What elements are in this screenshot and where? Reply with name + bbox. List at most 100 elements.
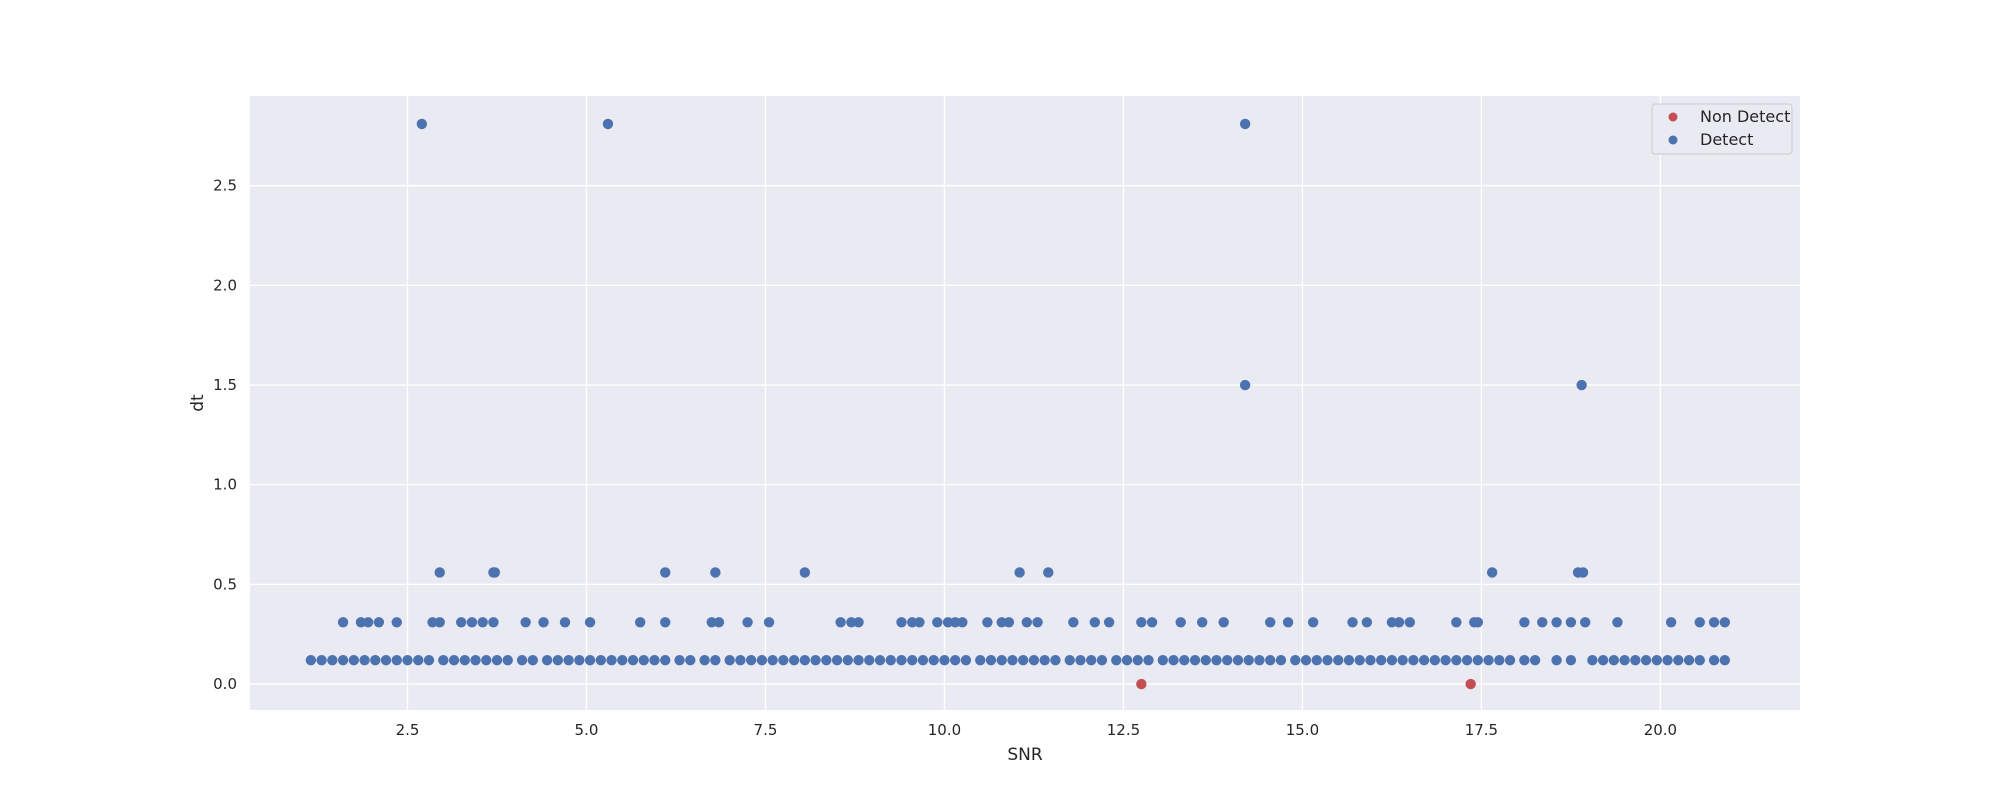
point-detect [1651, 654, 1663, 666]
point-detect [362, 617, 374, 628]
point-detect [327, 654, 338, 666]
point-detect [456, 617, 467, 628]
point-detect [391, 654, 402, 666]
point-detect [466, 617, 478, 628]
point-detect [434, 567, 445, 578]
point-detect [477, 617, 488, 628]
point-detect [1551, 654, 1562, 666]
point-detect [1300, 654, 1312, 666]
point-detect [1343, 654, 1355, 666]
point-detect [853, 654, 864, 666]
point-detect [1576, 379, 1587, 391]
point-detect [1418, 654, 1430, 666]
point-detect [1673, 654, 1684, 666]
point-detect [1486, 567, 1498, 578]
point-detect [1096, 654, 1108, 666]
point-detect [710, 567, 721, 578]
point-detect [778, 654, 789, 666]
point-detect [835, 617, 846, 628]
point-detect [1265, 617, 1276, 628]
point-detect [1683, 654, 1695, 666]
point-detect [1537, 617, 1548, 628]
x-tick-labels: 2.5 5.0 7.5 10.0 12.5 15.0 17.5 20.0 [396, 721, 1678, 739]
point-detect [416, 118, 428, 130]
point-detect [932, 617, 943, 628]
point-detect [942, 617, 954, 628]
point-detect [627, 654, 639, 666]
point-detect [1064, 654, 1075, 666]
point-detect [538, 617, 549, 628]
point-detect [448, 654, 460, 666]
point-detect [821, 654, 832, 666]
point-detect [1168, 654, 1179, 666]
legend-label-detect: Detect [1700, 130, 1753, 149]
point-detect [742, 617, 753, 628]
point-detect [1003, 617, 1015, 628]
point-detect [713, 617, 725, 628]
point-detect [1397, 654, 1408, 666]
point-detect [1254, 654, 1265, 666]
point-detect [710, 654, 721, 666]
point-detect [1708, 617, 1720, 628]
point-detect [1393, 617, 1405, 628]
x-tick-label: 5.0 [575, 721, 599, 739]
point-detect [1619, 654, 1630, 666]
point-detect [1146, 617, 1158, 628]
x-tick-label: 12.5 [1107, 721, 1140, 739]
point-detect [1032, 617, 1043, 628]
point-detect [1307, 617, 1319, 628]
point-detect [799, 567, 811, 578]
point-detect [584, 654, 596, 666]
point-detect [1290, 654, 1301, 666]
grid-lines [250, 96, 1800, 710]
point-detect [907, 617, 918, 628]
point-detect [391, 617, 402, 628]
point-detect [559, 617, 571, 628]
point-detect [982, 617, 993, 628]
point-detect [1719, 654, 1731, 666]
point-detect [552, 654, 564, 666]
point-detect [337, 617, 349, 628]
point-detect [846, 617, 857, 628]
point-detect [638, 654, 649, 666]
point-detect [896, 617, 907, 628]
point-non-detect [1136, 678, 1147, 690]
point-detect [488, 617, 499, 628]
point-detect [914, 617, 925, 628]
point-detect [1608, 654, 1620, 666]
point-detect [1043, 567, 1054, 578]
point-detect [1232, 654, 1244, 666]
point-detect [1519, 654, 1530, 666]
point-detect [1708, 654, 1720, 666]
point-detect [502, 654, 513, 666]
point-detect [606, 654, 617, 666]
point-detect [1662, 654, 1673, 666]
point-detect [1404, 617, 1416, 628]
point-detect [370, 654, 381, 666]
point-detect [402, 654, 413, 666]
point-detect [1021, 617, 1032, 628]
point-detect [1282, 617, 1294, 628]
point-detect [595, 654, 607, 666]
point-detect [1640, 654, 1652, 666]
point-detect [1451, 617, 1462, 628]
point-detect [602, 118, 614, 130]
x-tick-label: 10.0 [928, 721, 961, 739]
point-detect [459, 654, 470, 666]
point-detect [756, 654, 768, 666]
point-detect [373, 617, 385, 628]
point-detect [1211, 654, 1222, 666]
point-detect [896, 654, 907, 666]
point-detect [842, 654, 854, 666]
point-detect [1361, 617, 1373, 628]
plot-background [250, 96, 1800, 710]
point-detect [831, 654, 843, 666]
point-detect [1075, 654, 1086, 666]
point-detect [1551, 617, 1562, 628]
point-detect [939, 654, 950, 666]
y-tick-labels: 0.0 0.5 1.0 1.5 2.0 2.5 [213, 177, 237, 693]
point-detect [957, 617, 968, 628]
point-detect [674, 654, 685, 666]
point-detect [1222, 654, 1233, 666]
